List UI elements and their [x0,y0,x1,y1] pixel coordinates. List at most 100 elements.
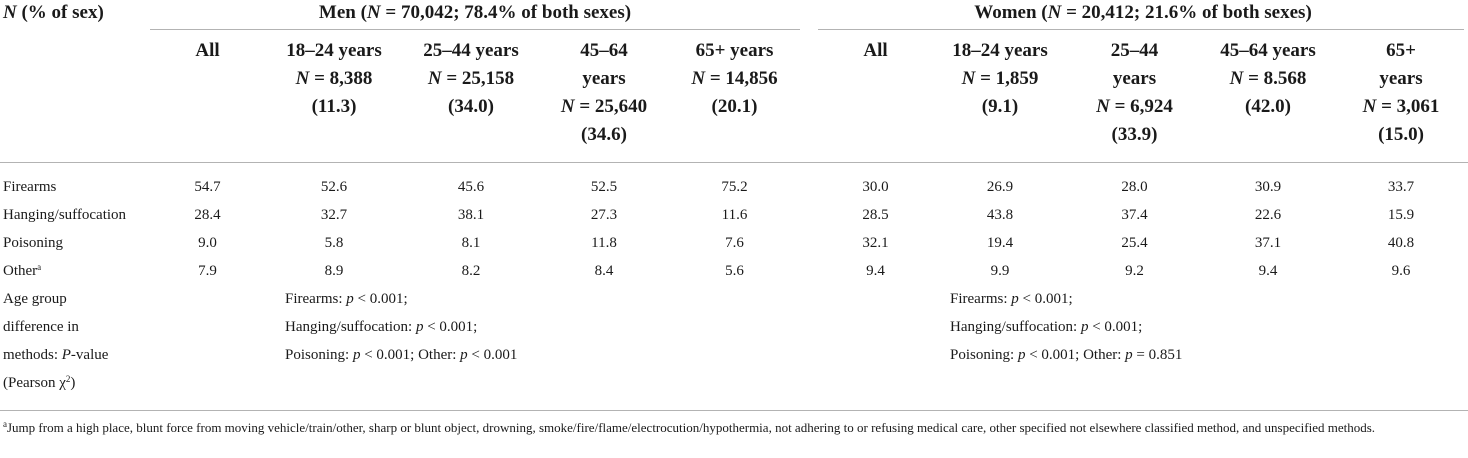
women-header-rule [818,29,1464,30]
col-header-line: (15.0) [1378,124,1424,145]
women-cell: 9.4 [1258,262,1278,279]
col-header-count: = 8,388 [309,68,373,89]
col-header-line: years [1379,68,1423,89]
table-row: Firearms 54.7 52.6 45.6 52.5 75.2 30.0 26.9 28.0… [0,162,1468,201]
women-col-header: 25–44 years N = 6,924 (33.9) [1067,30,1202,162]
row-gap [800,229,818,257]
women-p-l3-p: p [1017,346,1026,363]
col-header-line: N = 14,856 [669,65,800,93]
col-header-line: (33.9) [1111,124,1158,145]
men-cell: 75.2 [721,178,748,195]
col-header-line: 18–24 years [286,40,382,61]
men-p-l3-post: < 0.001 [467,346,518,363]
men-cell: 52.5 [590,178,618,195]
pvalue-label-l3-pre: methods: [3,346,62,363]
col-header-line: (9.1) [981,96,1019,117]
men-p-l3-mid: < 0.001; Other: [360,346,461,363]
men-p-l3-p2: p [460,346,468,363]
women-p-l2-p: p [1080,318,1089,335]
men-col-header: 65+ years N = 14,856 (20.1) [669,30,800,162]
row-gap [800,257,818,285]
men-p-l3-p: p [352,346,361,363]
table-body: Firearms 54.7 52.6 45.6 52.5 75.2 30.0 26.9 28.0… [0,162,1468,285]
women-p-l2-post: < 0.001; [1088,318,1143,335]
men-cell: 11.6 [721,206,748,223]
footnote-rule [0,410,1468,411]
col-header-line: All [195,40,220,61]
men-p-l1-p: p [346,290,354,307]
men-cell: 5.6 [725,262,744,279]
pvalue-label-l3-italic: P [61,346,71,363]
women-cell: 30.9 [1254,178,1282,195]
pvalue-row: Age group difference in methods: P-value… [0,285,1468,397]
men-p-l2-pre: Hanging/suffocation: [285,318,416,335]
table-row: Poisoning 9.0 5.8 8.1 11.8 7.6 32.1 19.4 25.4 37.… [0,229,1468,257]
men-cell: 38.1 [457,206,485,223]
men-cell: 32.7 [320,206,348,223]
table-row: Hanging/suffocation 28.4 32.7 38.1 27.3 11.6 2… [0,201,1468,229]
women-col-header: 45–64 years N = 8.568 (42.0) [1202,30,1334,162]
row-label-text: Other [3,262,38,279]
col-header-line: 25–44 years [423,40,519,61]
women-cell: 28.5 [862,206,889,223]
col-header-line: N = 6,924 [1067,93,1202,121]
women-pvalues: Firearms: p < 0.001; Hanging/suffocation… [933,285,1468,397]
pvalue-label-l4-end: ) [70,374,76,391]
men-pvalue-line3: Poisoning: p < 0.001; Other: p < 0.001 [285,341,800,369]
men-header-rule [150,29,800,30]
pvalue-label-l3-post: -value [70,346,109,363]
women-cell: 43.8 [986,206,1014,223]
women-col-header: 65+ years N = 3,061 (15.0) [1334,30,1468,162]
men-cell: 9.0 [198,234,217,251]
pvalue-label-l4-sup: 2 [65,373,71,384]
women-p-l3-p2: p [1125,346,1133,363]
col-header-line: (42.0) [1245,96,1291,117]
pvalue-label-line3: methods: P-value [3,341,150,369]
corner-header: N (% of sex) [0,0,150,30]
col-header-count: = 3,061 [1376,96,1440,117]
col-header-line: years [1112,68,1157,89]
row-gap [800,201,818,229]
pvalue-label-l4: (Pearson χ [3,374,66,391]
row-label: Hanging/suffocation [0,201,150,229]
row-label-sup: a [37,261,42,272]
women-p-l1-p: p [1011,290,1019,307]
col-header-n: N [1096,96,1110,117]
women-p-l1-post: < 0.001; [1018,290,1073,307]
men-p-l2-p: p [415,318,424,335]
women-cell: 30.0 [862,178,889,195]
men-col-header: 25–44 years N = 25,158 (34.0) [403,30,539,162]
women-col-header: All [818,30,933,162]
men-cell: 8.2 [461,262,481,279]
row-label: Firearms [0,162,150,201]
corner-header-n: N [3,2,17,23]
footnote: aJump from a high place, blunt force fro… [3,418,1463,437]
men-cell: 7.9 [198,262,217,279]
women-cell: 28.0 [1121,178,1148,195]
men-pvalue-line1: Firearms: p < 0.001; [285,285,800,313]
men-cell: 5.8 [324,234,344,251]
col-header-n: N [295,68,310,89]
footnote-marker: a [3,419,7,429]
col-header-line: 65+ years [695,40,774,61]
women-pvalue-line1: Firearms: p < 0.001; [950,285,1468,313]
row-label-text: Firearms [3,178,57,195]
col-header-line: (34.6) [581,124,627,145]
col-header-count: = 8.568 [1243,68,1307,89]
row-label-text: Poisoning [3,234,64,251]
col-header-line: N = 25,640 [539,93,669,121]
women-p-l1-pre: Firearms: [950,290,1012,307]
men-cell: 54.7 [194,178,221,195]
table-row: Othera 7.9 8.9 8.2 8.4 5.6 9.4 9.9 9.2 9.4 9.6 [0,257,1468,285]
row-label-text: Hanging/suffocation [3,206,127,223]
col-header-count: = 25,640 [574,96,648,117]
col-header-n: N [427,68,442,89]
women-cell: 32.1 [862,234,889,251]
women-p-l3-pre: Poisoning: [950,346,1018,363]
women-cell: 26.9 [986,178,1014,195]
men-pvalue-line2: Hanging/suffocation: p < 0.001; [285,313,800,341]
pvalue-label-line4: (Pearson χ2) [3,369,150,397]
men-cell: 8.1 [461,234,481,251]
col-header-line: (20.1) [711,96,758,117]
